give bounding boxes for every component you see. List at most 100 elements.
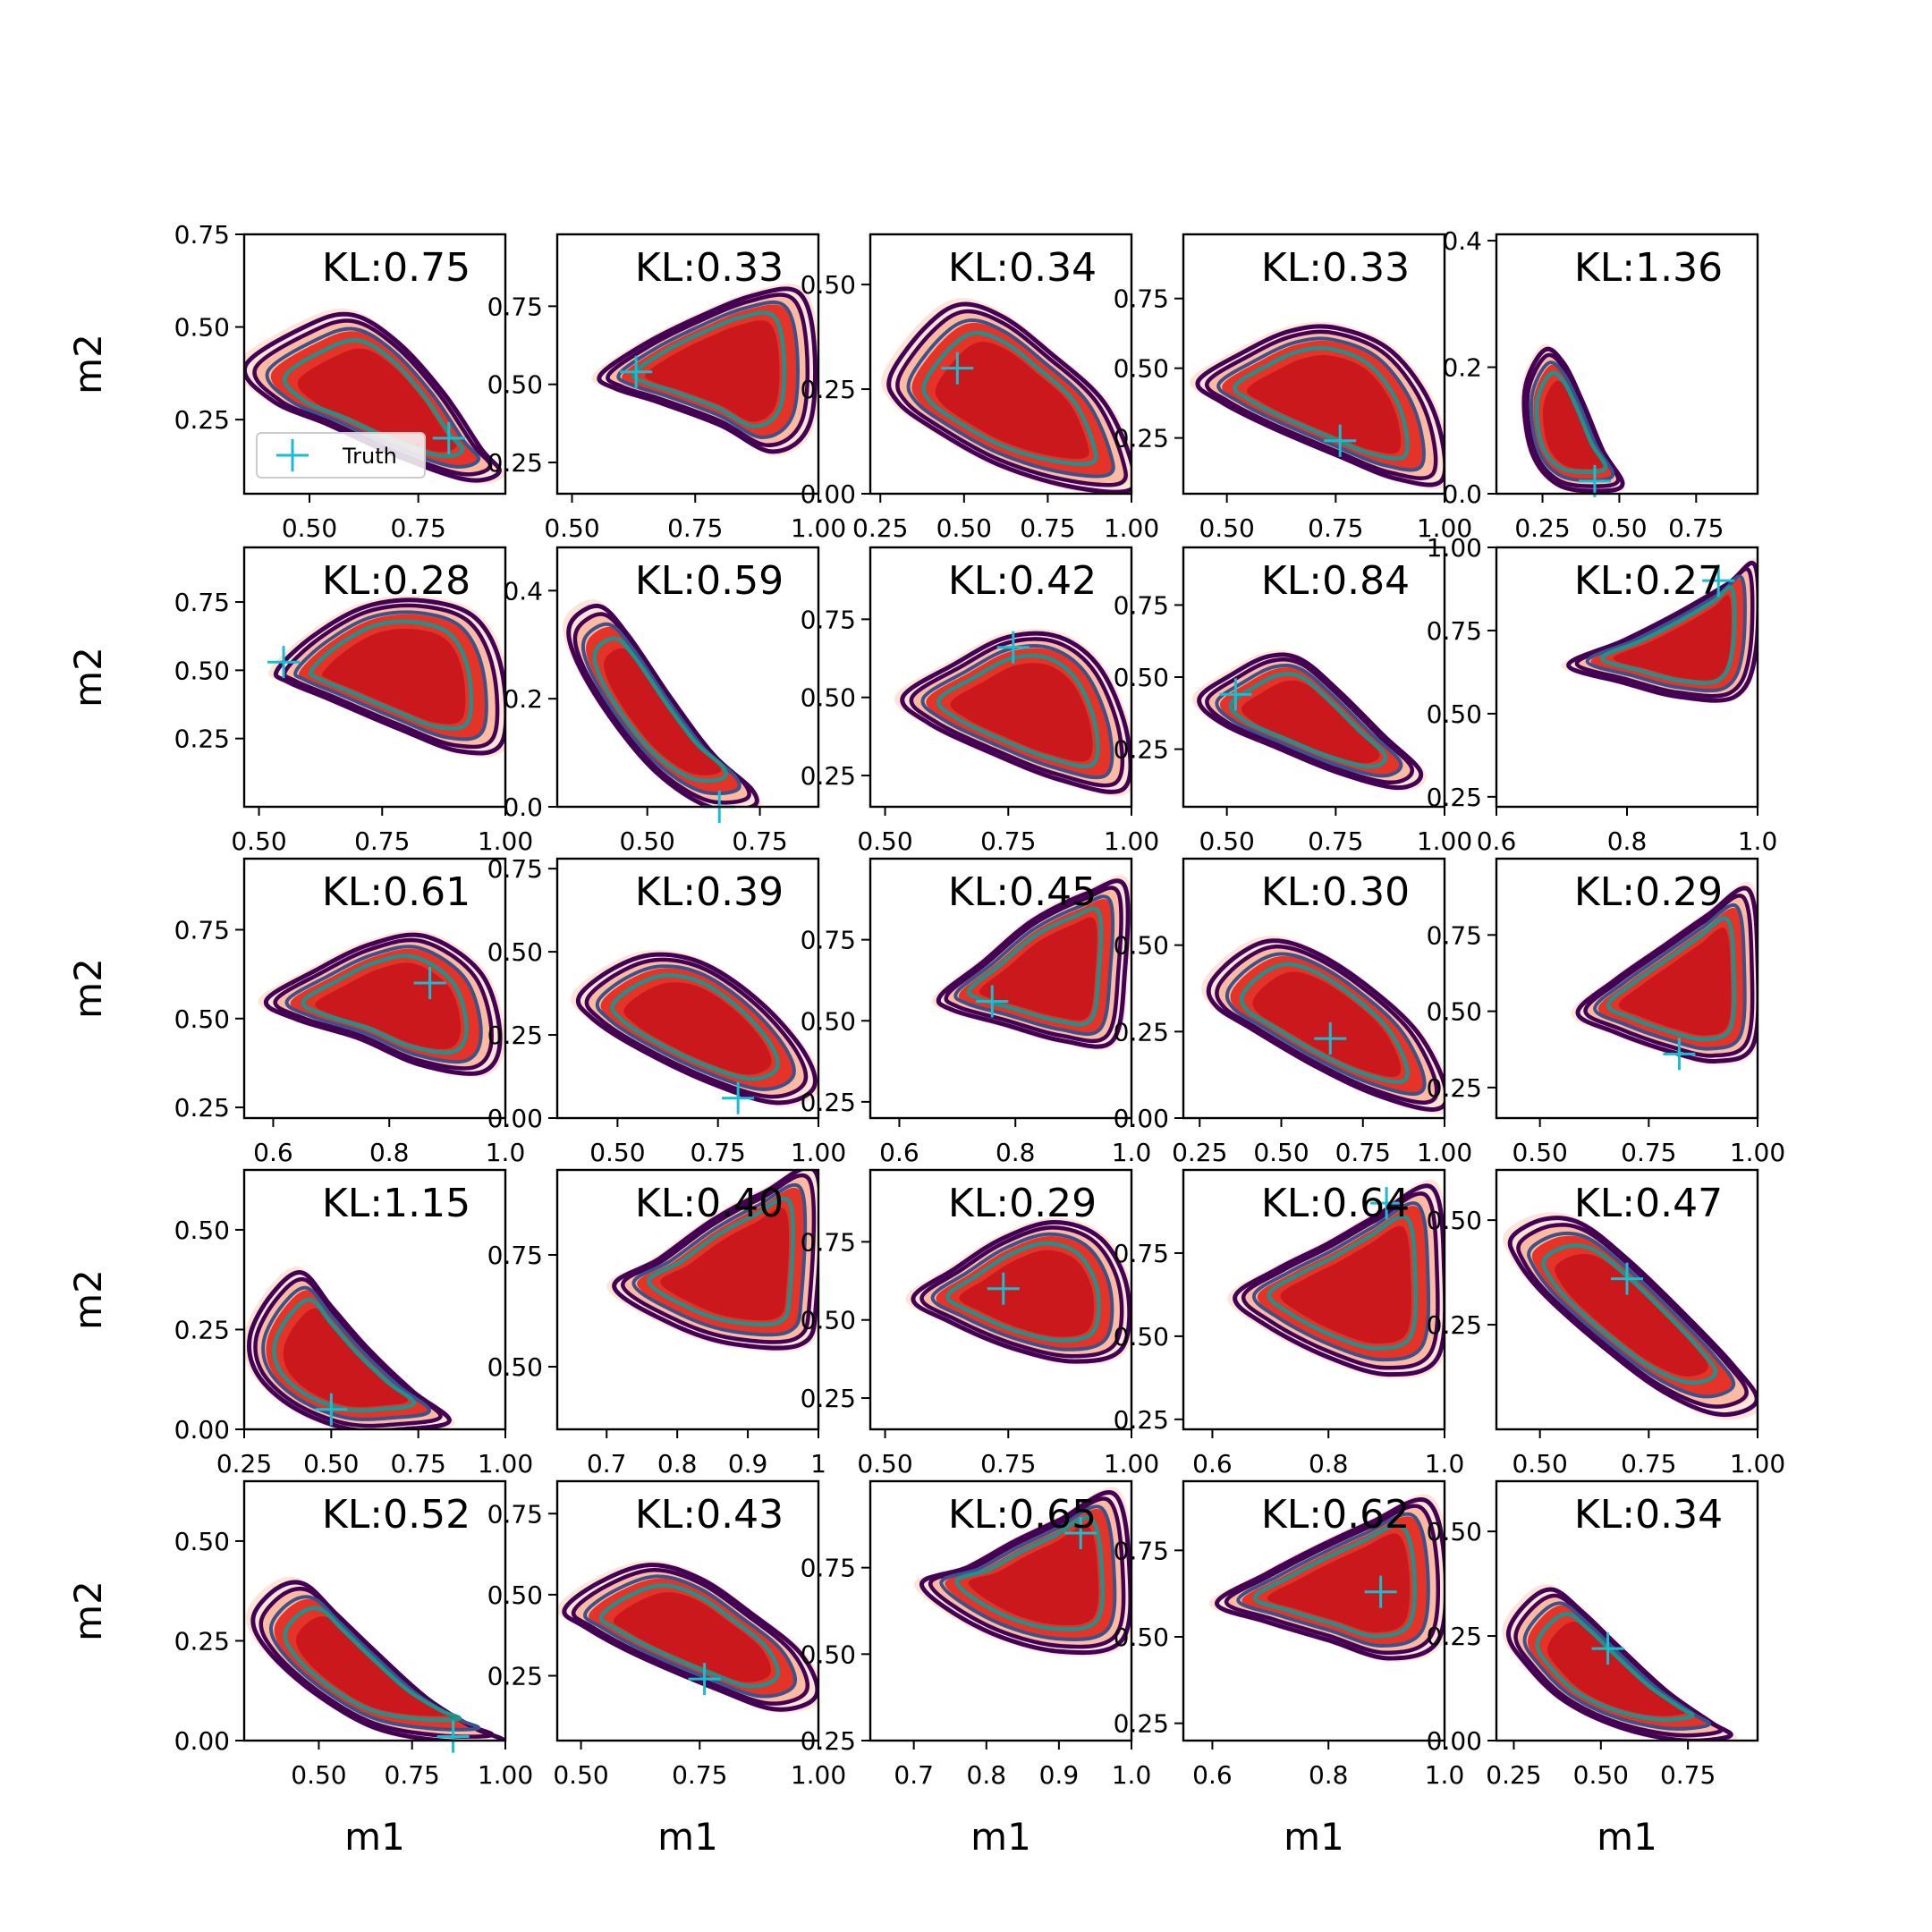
axes-frame xyxy=(242,1479,507,1742)
line-contour-level-3 xyxy=(1585,574,1747,693)
y-tick-label: 0.25 xyxy=(1114,424,1169,453)
line-contour-level-1 xyxy=(919,1490,1131,1656)
contours xyxy=(245,1576,505,1741)
contours xyxy=(881,298,1131,494)
line-contour-level-3 xyxy=(1215,663,1403,778)
x-tick-label: 0.8 xyxy=(1309,1449,1349,1479)
line-contour-level-2 xyxy=(1241,1191,1440,1370)
line-contour-level-4 xyxy=(1541,1243,1718,1385)
axes-frame xyxy=(1182,857,1446,1120)
y-tick-label: 0.75 xyxy=(174,588,230,617)
axes-frame xyxy=(1495,857,1759,1120)
line-contour-level-4 xyxy=(1252,1523,1417,1639)
axes-frame xyxy=(1182,1168,1446,1431)
axes-frame xyxy=(555,1168,820,1431)
panel-2-4: 0.50 0.75 1.00 0.25 0.50 0.75 KL:0.84 xyxy=(1114,546,1472,856)
x-tick-label: 0.75 xyxy=(1308,826,1363,856)
x-tick-label: 0.25 xyxy=(1486,1760,1541,1790)
line-contour-level-2 xyxy=(944,886,1123,1044)
x-tick-label: 0.50 xyxy=(1512,1449,1567,1479)
filled-contour-level-4 xyxy=(613,1592,772,1682)
kl-label: KL:0.43 xyxy=(635,1492,784,1538)
y-tick-label: 0.00 xyxy=(1114,1104,1169,1133)
contours xyxy=(905,1217,1131,1365)
x-tick-label: 0.50 xyxy=(1199,826,1254,856)
y-tick-label: 0.25 xyxy=(1114,735,1169,765)
line-contour-level-4 xyxy=(610,973,780,1081)
truth-marker xyxy=(976,985,1009,1018)
line-contour-level-4 xyxy=(1599,585,1737,685)
line-contour-level-4 xyxy=(1534,370,1608,474)
x-tick-label: 0.75 xyxy=(385,1760,440,1790)
line-contour-level-3 xyxy=(595,964,796,1091)
line-contour-level-1 xyxy=(1206,938,1445,1112)
panel-4-2: 0.7 0.8 0.9 1 0.50 0.75 KL:0.40 xyxy=(487,1168,826,1479)
truth-marker xyxy=(688,1663,721,1696)
contours xyxy=(1502,1584,1738,1741)
y-tick-label: 0.75 xyxy=(1114,1536,1169,1565)
axes-frame xyxy=(242,857,507,1120)
filled-contour-level-4 xyxy=(950,663,1093,762)
line-contour-level-3 xyxy=(939,1504,1117,1641)
y-tick-label: 0.00 xyxy=(174,1415,230,1445)
line-contour-level-1 xyxy=(936,878,1131,1049)
x-tick-label: 0.75 xyxy=(354,826,410,856)
line-contour-level-4 xyxy=(272,1297,416,1413)
panel-1-1: 0.50 0.75 0.25 0.50 0.75 KL:0.75 m2 Truth xyxy=(66,220,507,543)
x-axis-label: m1 xyxy=(1597,1815,1657,1859)
x-tick-label: 0.8 xyxy=(1607,826,1648,856)
contours xyxy=(606,1170,818,1352)
line-contour-level-2 xyxy=(1205,657,1414,785)
kl-label: KL:0.59 xyxy=(635,558,784,604)
x-tick-label: 0.75 xyxy=(1308,513,1363,543)
y-tick-label: 0.50 xyxy=(174,1527,230,1556)
axes-frame xyxy=(242,233,507,496)
line-contour-level-2 xyxy=(909,637,1125,788)
filled-contour-level-4 xyxy=(959,1250,1095,1337)
line-contour-level-1 xyxy=(1215,1496,1445,1661)
axes-frame xyxy=(869,233,1133,496)
kl-label: KL:0.30 xyxy=(1261,869,1410,915)
panel-2-3: 0.50 0.75 1.00 0.25 0.50 0.75 KL:0.42 xyxy=(801,546,1159,856)
x-tick-label: 0.50 xyxy=(620,826,675,856)
line-contour-level-2 xyxy=(928,1496,1126,1649)
line-contour-level-2 xyxy=(1583,894,1755,1058)
x-axis-label: m1 xyxy=(970,1815,1031,1859)
x-tick-label: 0.8 xyxy=(369,1138,410,1167)
kl-label: KL:0.28 xyxy=(322,558,470,604)
contours xyxy=(1503,1212,1758,1420)
panel-5-1: 0.50 0.75 1.00 0.00 0.25 0.50 KL:0.52 m2 m1 xyxy=(66,1479,533,1859)
axes-frame xyxy=(869,546,1133,809)
line-contour-level-2 xyxy=(895,309,1128,487)
filled-contour-level-4 xyxy=(1252,971,1402,1077)
y-tick-label: 0.50 xyxy=(487,1580,543,1610)
y-tick-label: 0.25 xyxy=(801,375,856,404)
x-tick-label: 1.00 xyxy=(478,1449,533,1479)
panel-1-5: 0.25 0.50 0.75 0.0 0.2 0.4 KL:1.36 xyxy=(1442,226,1759,543)
line-contour-level-3 xyxy=(265,326,481,469)
line-contour-level-1 xyxy=(886,301,1131,494)
y-tick-label: 0.50 xyxy=(801,683,856,713)
contours xyxy=(267,595,505,758)
kl-label: KL:0.34 xyxy=(1574,1492,1723,1538)
y-tick-label: 0.75 xyxy=(174,220,230,250)
x-tick-label: 0.6 xyxy=(253,1138,293,1167)
filled-contour-level-4 xyxy=(979,917,1097,1021)
kl-label: KL:0.29 xyxy=(948,1181,1097,1226)
y-axis-label: m2 xyxy=(66,1580,110,1641)
y-tick-label: 0.75 xyxy=(1114,284,1169,314)
truth-marker xyxy=(436,1720,470,1753)
y-tick-label: 0.75 xyxy=(487,1241,543,1270)
x-tick-label: 0.75 xyxy=(1335,1138,1391,1167)
y-tick-label: 0.25 xyxy=(1114,1017,1169,1046)
y-tick-label: 0.75 xyxy=(487,1499,543,1529)
x-tick-label: 0.75 xyxy=(1621,1449,1676,1479)
x-tick-label: 0.50 xyxy=(303,1449,359,1479)
line-contour-level-1 xyxy=(911,1220,1131,1364)
truth-marker xyxy=(620,355,653,388)
contours xyxy=(591,284,818,456)
x-axis-label: m1 xyxy=(1284,1815,1344,1859)
panel-2-5: 0.6 0.8 1.0 0.25 0.50 0.75 1.00 KL:0.27 xyxy=(1427,533,1778,856)
y-tick-label: 0.50 xyxy=(1114,931,1169,961)
y-tick-label: 0.4 xyxy=(503,576,543,606)
